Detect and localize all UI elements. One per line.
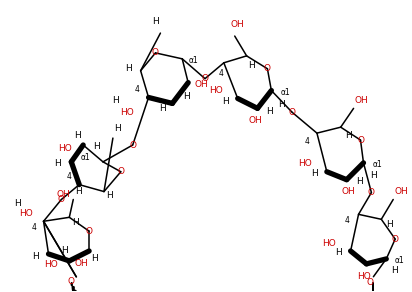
Text: H: H	[183, 92, 190, 101]
Text: H: H	[93, 142, 99, 152]
Text: H: H	[356, 177, 363, 186]
Text: OH: OH	[249, 116, 262, 125]
Text: OH: OH	[394, 187, 408, 196]
Text: O: O	[117, 167, 124, 176]
Text: OH: OH	[231, 20, 245, 29]
Text: HO: HO	[59, 145, 72, 154]
Text: α1: α1	[280, 88, 290, 97]
Text: H: H	[54, 159, 61, 168]
Text: α1: α1	[80, 153, 90, 162]
Text: O: O	[289, 108, 296, 117]
Text: H: H	[222, 97, 229, 106]
Text: H: H	[278, 100, 285, 109]
Text: HO: HO	[209, 86, 223, 95]
Text: α1: α1	[188, 56, 198, 65]
Text: H: H	[91, 254, 98, 263]
Text: O: O	[201, 74, 208, 83]
Text: HO: HO	[298, 159, 312, 168]
Text: H: H	[107, 191, 113, 200]
Text: H: H	[152, 17, 159, 26]
Text: H: H	[72, 218, 79, 227]
Text: O: O	[392, 234, 399, 244]
Text: H: H	[75, 187, 82, 196]
Text: H: H	[335, 248, 342, 258]
Text: OH: OH	[355, 96, 368, 105]
Text: O: O	[58, 195, 65, 204]
Text: O: O	[357, 135, 364, 145]
Text: HO: HO	[322, 239, 336, 248]
Text: H: H	[159, 104, 166, 113]
Text: H: H	[14, 199, 21, 208]
Text: α1: α1	[372, 160, 382, 169]
Text: O: O	[68, 277, 75, 286]
Text: OH: OH	[194, 80, 208, 89]
Text: H: H	[391, 266, 398, 275]
Text: HO: HO	[358, 272, 371, 281]
Text: H: H	[125, 64, 132, 73]
Text: HO: HO	[120, 108, 133, 117]
Text: 4: 4	[31, 223, 36, 232]
Text: H: H	[266, 107, 273, 116]
Text: H: H	[345, 131, 352, 140]
Text: OH: OH	[74, 259, 88, 268]
Text: HO: HO	[19, 209, 33, 218]
Text: OH: OH	[56, 190, 70, 199]
Text: O: O	[129, 140, 136, 150]
Text: H: H	[370, 171, 377, 180]
Text: H: H	[112, 96, 119, 105]
Text: α1: α1	[394, 256, 404, 265]
Text: H: H	[74, 131, 81, 140]
Text: O: O	[152, 48, 159, 58]
Text: 4: 4	[134, 85, 139, 94]
Text: 4: 4	[218, 69, 223, 78]
Text: 4: 4	[304, 137, 309, 145]
Text: H: H	[115, 124, 121, 133]
Text: H: H	[311, 169, 318, 178]
Text: O: O	[86, 227, 93, 236]
Text: H: H	[61, 246, 68, 256]
Text: 4: 4	[344, 216, 349, 225]
Text: O: O	[264, 64, 271, 73]
Text: H: H	[32, 253, 39, 261]
Text: O: O	[367, 278, 374, 287]
Text: HO: HO	[44, 260, 59, 269]
Text: H: H	[248, 61, 255, 70]
Text: H: H	[386, 220, 393, 229]
Text: O: O	[368, 188, 375, 197]
Text: OH: OH	[342, 187, 356, 196]
Text: 4: 4	[67, 172, 72, 181]
